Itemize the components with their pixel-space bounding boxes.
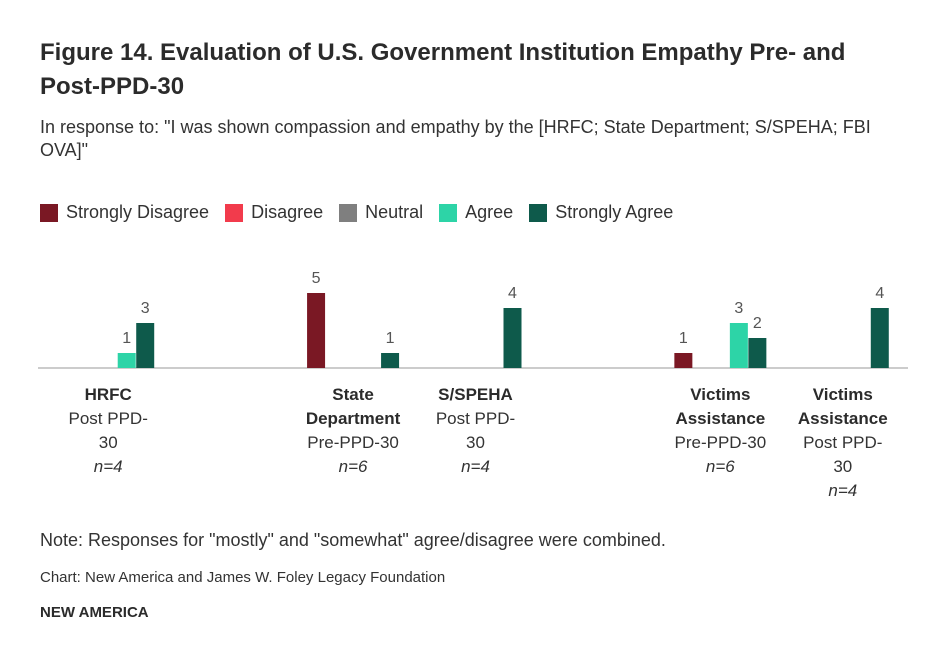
bar — [117, 353, 136, 368]
x-tick-label: Victims Assistance Pre-PPD-30 n=6 — [672, 383, 768, 479]
data-label: 1 — [122, 330, 131, 347]
category-name: HRFC — [84, 385, 132, 404]
legend-label: Neutral — [365, 202, 424, 222]
bar — [381, 353, 400, 368]
legend-swatch — [40, 203, 58, 222]
category-name: State Department — [305, 385, 401, 428]
category-period: Post PPD-30 — [803, 433, 883, 476]
data-label: 3 — [734, 300, 743, 317]
bar — [674, 353, 693, 368]
category-name: Victims Assistance — [797, 385, 888, 428]
category-n: n=4 — [93, 457, 123, 476]
chart-subtitle: In response to: "I was shown compassion … — [40, 117, 871, 160]
brand: NEW AMERICA — [40, 604, 149, 621]
x-tick-label: State Department Pre-PPD-30 n=6 — [305, 383, 401, 479]
bar — [748, 338, 767, 368]
category-period: Post PPD-30 — [68, 409, 148, 452]
legend-swatch — [339, 203, 358, 222]
bar — [307, 293, 326, 368]
x-tick-label: S/SPEHA Post PPD-30 n=4 — [428, 383, 524, 479]
bar — [136, 323, 155, 368]
data-label: 5 — [312, 270, 321, 287]
note: Note: Responses for "mostly" and "somewh… — [40, 530, 666, 550]
bar — [729, 323, 748, 368]
bar — [503, 308, 522, 368]
legend-swatch — [529, 203, 548, 222]
category-name: Victims Assistance — [675, 385, 766, 428]
category-n: n=4 — [461, 457, 490, 476]
legend-item: Agree — [439, 202, 513, 223]
x-tick-label: Victims Assistance Post PPD-30 n=4 — [795, 383, 891, 503]
legend-item: Strongly Disagree — [40, 202, 209, 223]
chart-title: Figure 14. Evaluation of U.S. Government… — [40, 39, 846, 100]
data-label: 1 — [386, 330, 395, 347]
category-period: Pre-PPD-30 — [674, 433, 767, 452]
legend-label: Agree — [465, 202, 514, 222]
data-label: 3 — [141, 300, 150, 317]
data-label: 4 — [875, 285, 884, 302]
legend-label: Strongly Agree — [555, 202, 674, 222]
legend-label: Disagree — [251, 202, 324, 222]
legend-item: Disagree — [225, 202, 323, 223]
category-period: Post PPD-30 — [435, 409, 516, 452]
legend: Strongly Disagree Disagree Neutral Agree Str… — [40, 202, 673, 223]
category-n: n=6 — [705, 457, 735, 476]
legend-swatch — [225, 203, 244, 222]
category-period: Pre-PPD-30 — [307, 433, 399, 452]
legend-label: Strongly Disagree — [66, 202, 210, 222]
legend-item: Strongly Agree — [529, 202, 673, 223]
data-label: 4 — [508, 285, 517, 302]
category-n: n=4 — [828, 481, 858, 500]
data-label: 2 — [753, 315, 762, 332]
x-tick-label: HRFC Post PPD-30 n=4 — [60, 383, 156, 479]
category-name: S/SPEHA — [438, 385, 513, 404]
bar — [870, 308, 889, 368]
data-label: 1 — [679, 330, 688, 347]
legend-swatch — [439, 203, 458, 222]
category-n: n=6 — [338, 457, 368, 476]
legend-item: Neutral — [339, 202, 423, 223]
source: Chart: New America and James W. Foley Le… — [40, 569, 446, 586]
